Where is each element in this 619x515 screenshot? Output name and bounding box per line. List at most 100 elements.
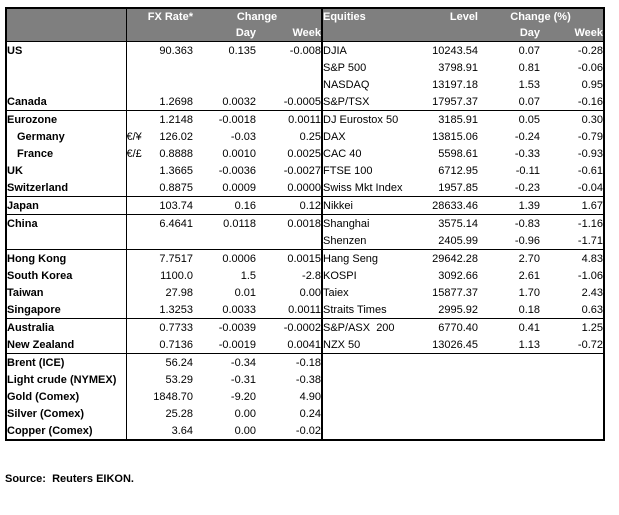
table-row: US 90.363 0.135 -0.008 DJIA 10243.54 0.07 -0.28: [6, 41, 604, 59]
equity-name-cell: Hang Seng: [321, 249, 430, 267]
equity-level-cell: [430, 354, 478, 372]
fx-week-cell: 0.12: [256, 196, 322, 215]
fx-week-cell: 0.0025: [287, 147, 321, 160]
equity-week-cell: -0.06: [577, 61, 603, 74]
fx-symbol-cell: [126, 301, 153, 319]
table-row: Silver (Comex) 25.28 0.00 0.24: [6, 405, 604, 422]
fx-name-cell: [6, 76, 127, 93]
equity-day-cell: -0.33: [514, 147, 540, 160]
fx-name-cell: Australia: [6, 318, 127, 336]
equity-level-cell: 6770.40: [438, 321, 478, 334]
fx-name-cell: Light crude (NYMEX): [6, 371, 127, 388]
equity-level-cell: 3798.91: [438, 61, 478, 74]
fx-rate-cell: [153, 232, 193, 250]
fx-rate-cell: 90.363: [159, 44, 193, 57]
equity-name-cell: NASDAQ: [321, 76, 430, 93]
fx-day-cell: 0.16: [193, 196, 256, 215]
fx-rate-cell: 0.7733: [159, 321, 193, 334]
fx-week-cell: 0.0011: [288, 113, 321, 126]
fx-week-cell: -0.18: [295, 356, 321, 369]
fx-symbol-cell: [126, 371, 153, 388]
equity-week-cell: -1.16: [577, 217, 603, 230]
equity-level-cell: [430, 405, 478, 422]
equity-week-cell: -0.28: [577, 44, 603, 57]
fx-symbol-cell: €/£: [126, 147, 142, 160]
fx-name-cell: Japan: [6, 196, 127, 215]
table-row: South Korea 1100.0 1.5 -2.8 KOSPI 3092.66 2.61…: [6, 267, 604, 284]
equity-day-cell: [478, 422, 540, 440]
fx-week-cell: [256, 232, 322, 250]
equity-level-cell: 3575.14: [438, 217, 478, 230]
fx-name-cell: Silver (Comex): [6, 405, 127, 422]
fx-week-cell: -0.008: [289, 44, 321, 57]
table-row: Light crude (NYMEX) 53.29 -0.31 -0.38: [6, 371, 604, 388]
fx-week-cell: -0.0002: [283, 321, 321, 334]
equity-week-cell: 0.30: [581, 113, 603, 126]
equity-week-cell: [540, 422, 604, 440]
equity-name-cell: Shanghai: [321, 214, 430, 232]
equity-day-cell: 2.70: [518, 252, 540, 265]
equity-name-cell: [321, 371, 430, 388]
fx-name-cell: Singapore: [6, 301, 127, 319]
equity-day-cell: 1.13: [478, 336, 540, 354]
fx-name-cell: Eurozone: [6, 110, 127, 128]
table-row: Brent (ICE) 56.24 -0.34 -0.18: [6, 353, 604, 372]
fx-name-cell: [6, 59, 127, 76]
equity-name-cell: FTSE 100: [321, 162, 430, 179]
table-row: France €/£ 0.8888 0.0010 0.0025 CAC 40 5598.61…: [6, 145, 604, 162]
equity-week-cell: -0.93: [577, 147, 603, 160]
fx-rate-cell: 53.29: [165, 373, 193, 386]
fx-rate-cell: 103.74: [153, 196, 193, 215]
equity-name-cell: [321, 388, 430, 405]
fx-day-cell: 0.0033: [193, 301, 256, 319]
fx-week-cell: -0.0027: [283, 164, 321, 177]
fx-symbol-cell: [126, 162, 153, 179]
fx-week-cell: 4.90: [299, 390, 321, 403]
fx-week-cell: [256, 59, 322, 76]
fx-day-cell: 0.01: [234, 286, 256, 299]
table-row: Japan 103.74 0.16 0.12 Nikkei 28633.46 1.39 1.6…: [6, 196, 604, 215]
equity-name-cell: [321, 405, 430, 422]
fx-day-cell: -0.0019: [193, 336, 256, 354]
fx-symbol-cell: [126, 215, 153, 233]
table-row: Hong Kong 7.7517 0.0006 0.0015 Hang Seng 2964…: [6, 249, 604, 267]
equity-day-cell: 0.07: [518, 44, 540, 57]
fx-rate-cell: 27.98: [165, 286, 193, 299]
equity-week-cell: -0.61: [577, 164, 603, 177]
equity-name-cell: Swiss Mkt Index: [321, 179, 430, 197]
fx-week-cell: 0.0018: [287, 217, 321, 230]
fx-day-cell: 0.0118: [223, 217, 256, 230]
fx-rate-cell: 3.64: [171, 424, 193, 437]
equity-name-cell: S&P/TSX: [321, 93, 430, 111]
fx-week-cell: 0.0011: [256, 301, 322, 319]
table-row: NASDAQ 13197.18 1.53 0.95: [6, 76, 604, 93]
equity-day-cell: 0.81: [518, 61, 540, 74]
fx-name-cell: Brent (ICE): [6, 353, 127, 371]
table-row: Eurozone 1.2148 -0.0018 0.0011 DJ Eurostox 5…: [6, 110, 604, 128]
equity-level-cell: 2405.99: [430, 232, 478, 250]
equity-name-cell: CAC 40: [321, 145, 430, 162]
fx-rate-header-blank: [126, 25, 193, 42]
fx-day-cell: -9.20: [230, 390, 256, 403]
equity-level-cell: 15877.37: [432, 286, 478, 299]
fx-day-cell: -0.03: [230, 130, 256, 143]
equity-name-cell: Taiex: [321, 284, 430, 301]
equity-day-cell: -0.23: [478, 179, 540, 197]
level-header: Level: [430, 8, 478, 25]
fx-day-cell: -0.0039: [218, 321, 256, 334]
equity-week-cell: 2.43: [581, 286, 603, 299]
table-row: Taiwan 27.98 0.01 0.00 Taiex 15877.37 1.70 2.43: [6, 284, 604, 301]
fx-name-header-blank: [6, 8, 127, 25]
equity-name-cell: KOSPI: [321, 267, 430, 284]
fx-rate-cell: 1.3253: [153, 301, 193, 319]
fx-rate-cell: 1100.0: [160, 269, 193, 282]
fx-rate-cell: 1848.70: [153, 390, 193, 403]
fx-rate-cell: 7.7517: [159, 252, 193, 265]
fx-name-cell: Canada: [6, 93, 127, 111]
equity-day-cell: [478, 371, 540, 388]
equity-day-cell: 1.70: [518, 286, 540, 299]
fx-rate-cell: 25.28: [165, 407, 193, 420]
fx-day-cell: -0.31: [230, 373, 256, 386]
equities-header-blank: [321, 25, 430, 42]
